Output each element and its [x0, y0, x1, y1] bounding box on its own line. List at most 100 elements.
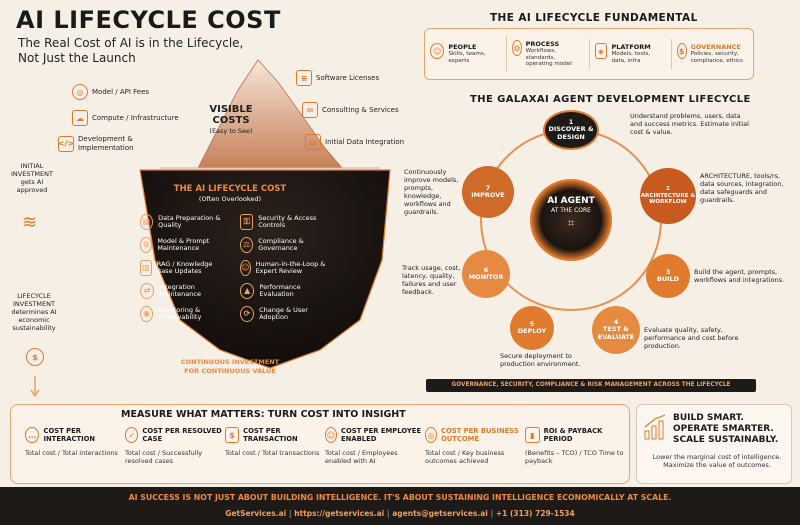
people-icon: ☺	[430, 43, 445, 60]
node-num: 4	[613, 317, 619, 326]
hidden-right-list: ⚿ Security & Access Controls ⚖ Compliance …	[240, 214, 328, 322]
footer-email-link[interactable]: agents@getservices.ai	[392, 509, 488, 518]
dollar-cycle-icon: $	[26, 348, 44, 366]
cloud-icon: ☁	[72, 110, 88, 126]
check-icon: ✓	[125, 427, 139, 443]
fundamental-governance: $ GOVERNANCE Policies, security, complian…	[670, 39, 753, 69]
node-desc-discover: Understand problems, users, data and suc…	[630, 112, 749, 136]
node-desc-test: Evaluate quality, safety, performance an…	[644, 326, 739, 350]
lifecycle-investment: LIFECYCLE INVESTMENT determines AI econo…	[6, 292, 62, 332]
hidden-item-label: Model & Prompt Maintenance	[157, 236, 210, 252]
slogan-line: SCALE SUSTAINABLY.	[673, 435, 779, 445]
node-label: TEST & EVALUATE	[597, 325, 635, 341]
galaxai-heading: THE GALAXAI AGENT DEVELOPMENT LIFECYCLE	[470, 94, 751, 105]
layers-icon: ◈	[594, 43, 608, 60]
build-smart-desc: Lower the marginal cost of intelligence.…	[652, 453, 782, 469]
lifecycle-line: economic	[18, 316, 50, 324]
footer-bar: AI SUCCESS IS NOT JUST ABOUT BUILDING IN…	[0, 487, 800, 525]
build-smart-panel: BUILD SMART. OPERATE SMARTER. SCALE SUST…	[636, 404, 792, 484]
receipt-icon: $	[225, 427, 240, 443]
core-sub: AT THE CORE	[551, 207, 591, 214]
lifecycle-line: sustainability	[12, 324, 56, 332]
target-icon: ◎	[425, 427, 437, 443]
node-desc-deploy: Secure deployment to production environm…	[500, 352, 581, 368]
visible-item-compute: ☁ Compute / Infrastructure	[72, 110, 179, 126]
fund-title: PEOPLE	[448, 43, 477, 52]
hidden-item: ▥ RAG / Knowledge Base Updates	[140, 260, 228, 276]
fundamental-people: ☺ PEOPLE Skills, teams, experts	[425, 39, 506, 68]
build-smart-slogan: BUILD SMART. OPERATE SMARTER. SCALE SUST…	[673, 413, 778, 446]
lifecycle-ring	[480, 129, 662, 311]
fund-title: PLATFORM	[611, 43, 651, 52]
fund-desc: Skills, teams, experts	[448, 51, 486, 64]
node-architecture: 2 ARCHITECTURE & WORKFLOW	[640, 168, 696, 224]
visible-costs-heading: VISIBLE COSTS	[209, 104, 253, 126]
shield-icon: $	[676, 43, 687, 60]
measure-title: COST PER BUSINESS OUTCOME	[440, 427, 519, 443]
footer-sep: |	[386, 509, 393, 518]
node-monitor: 6 MONITOR	[462, 250, 510, 298]
measure-heading: MEASURE WHAT MATTERS: TURN COST INTO INS…	[121, 409, 406, 420]
chip-icon: ⌗	[567, 216, 575, 230]
initial-line: approved	[16, 186, 48, 194]
visible-costs-label: VISIBLE COSTS (Easy to See)	[204, 104, 258, 135]
slogan-line: BUILD SMART.	[673, 413, 744, 423]
measure-title: COST PER EMPLOYEE ENABLED	[340, 427, 422, 443]
hidden-item-label: Integration Maintenance	[159, 282, 201, 298]
hidden-item-label: Performance Evaluation	[259, 282, 301, 298]
fund-title: GOVERNANCE	[690, 43, 741, 52]
node-num: 1	[568, 117, 574, 126]
hidden-item-label: Change & User Adoption	[259, 305, 308, 321]
measure-cost-resolved: ✓ COST PER RESOLVED CASE Total cost / Suc…	[125, 427, 225, 487]
continuous-line: CONTINUOUS INVESTMENT	[180, 358, 280, 366]
fundamental-platform: ◈ PLATFORM Models, tools, data, infra	[588, 39, 671, 69]
footer-site-link[interactable]: GetServices.ai	[225, 509, 287, 518]
hidden-item: ⚙ Model & Prompt Maintenance	[140, 237, 228, 253]
hidden-item-label: Data Preparation & Quality	[158, 213, 221, 229]
measure-desc: Total cost / Total transactions	[225, 449, 320, 457]
code-icon: </>	[58, 135, 74, 152]
lock-icon: ⚿	[240, 214, 254, 230]
down-arrow-icon	[30, 376, 40, 397]
measure-roi: ▮ ROI & PAYBACK PERIOD (Benefits – TCO) /…	[525, 427, 625, 487]
node-desc-monitor: Track usage, cost, latency, quality, fai…	[402, 264, 461, 296]
iceberg-graphic	[139, 59, 391, 369]
node-deploy: 5 DEPLOY	[510, 306, 554, 350]
footer-url-link[interactable]: https://getservices.ai	[294, 509, 385, 518]
measure-desc: Total cost / Successfully resolved cases	[125, 449, 203, 465]
page-title: AI LIFECYCLE COST	[16, 6, 281, 34]
user-change-icon: ⟳	[240, 306, 255, 322]
hidden-item: ▲ Performance Evaluation	[240, 283, 328, 299]
hidden-item-label: Monitoring & Observability	[158, 305, 202, 321]
balance-icon: ⚖	[240, 237, 254, 253]
lifecycle-line: INVESTMENT	[13, 300, 55, 308]
node-label: ARCHITECTURE & WORKFLOW	[640, 192, 696, 206]
book-icon: ▥	[140, 260, 152, 276]
measure-title: COST PER INTERACTION	[43, 427, 96, 443]
visible-costs-note: (Easy to See)	[209, 127, 253, 135]
footer-sep: |	[490, 509, 496, 518]
footer-phone[interactable]: +1 (313) 729-1534	[495, 509, 575, 518]
visible-item-consulting: ✉ Consulting & Services	[302, 102, 399, 118]
hidden-item: ⟳ Change & User Adoption	[240, 306, 328, 322]
chart-icon: ▲	[240, 283, 255, 299]
measure-cost-transaction: $ COST PER TRANSACTION Total cost / Total…	[225, 427, 325, 487]
measure-desc: Total cost / Total interactions	[25, 449, 118, 457]
hidden-item: ◉ Monitoring & Observability	[140, 306, 228, 322]
document-icon: ≡	[296, 70, 312, 86]
visible-item-label: Initial Data Integration	[325, 137, 405, 146]
hidden-cost-heading: THE AI LIFECYCLE COST (Often Overlooked)	[160, 184, 300, 203]
initial-line: INVESTMENT	[11, 170, 53, 178]
node-num: 7	[485, 183, 491, 192]
hidden-item-label: Human-in-the-Loop & Expert Review	[255, 259, 326, 275]
measure-desc: (Benefits – TCO) / TCO Time to payback	[525, 449, 624, 465]
visible-item-licenses: ≡ Software Licenses	[296, 70, 379, 86]
measure-cost-outcome: ◎ COST PER BUSINESS OUTCOME Total cost / …	[425, 427, 525, 487]
node-num: 5	[529, 319, 535, 328]
node-label: DEPLOY	[517, 327, 547, 335]
node-test: 4 TEST & EVALUATE	[592, 306, 640, 354]
hidden-heading-text: THE AI LIFECYCLE COST	[173, 184, 287, 194]
hidden-note-text: (Often Overlooked)	[198, 195, 262, 203]
node-num: 2	[666, 186, 670, 193]
initial-line: INITIAL	[20, 162, 44, 170]
